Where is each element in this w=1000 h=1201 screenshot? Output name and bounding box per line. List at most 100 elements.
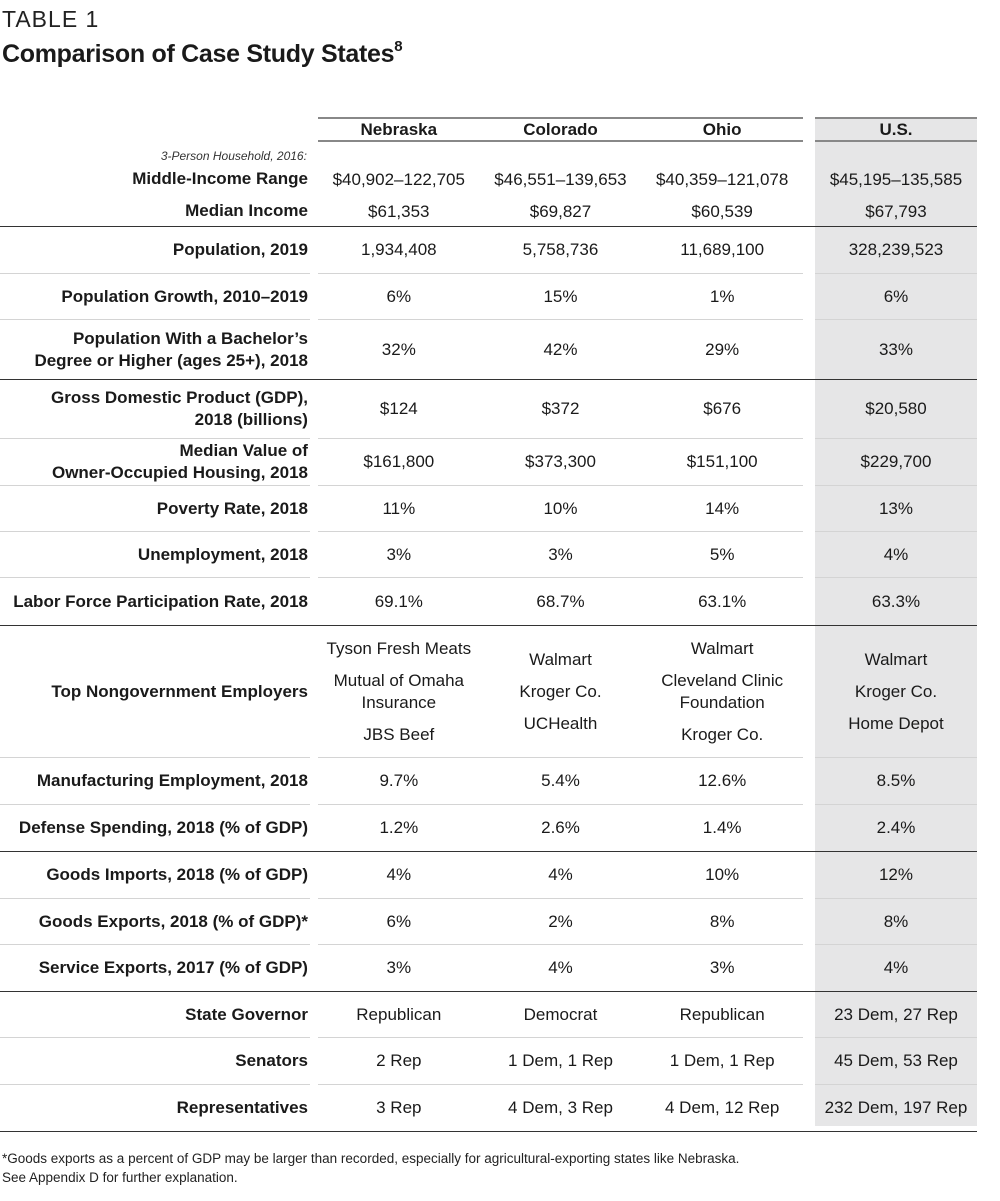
cell-us: 4% [815,532,977,578]
table-title: Comparison of Case Study States8 [2,38,403,69]
employer-name: Kroger Co. [681,724,764,744]
cell-ohio: 1% [641,274,803,320]
cell-us: 8% [815,899,977,945]
cell-value: $69,827 [529,202,592,221]
table-row: Representatives 3 Rep 4 Dem, 3 Rep 4 Dem, 1… [0,1085,977,1132]
row-label: Service Exports, 2017 (% of GDP) [0,945,310,991]
cell-ohio: $676 [641,380,803,439]
row-label-line: Degree or Higher (ages 25+), 2018 [34,350,308,370]
cell-us: 232 Dem, 197 Rep [824,1098,968,1117]
row-label: Population, 2019 [0,227,310,274]
row-label-line: Representatives [176,1098,308,1117]
row-label: Goods Exports, 2018 (% of GDP)* [0,899,310,945]
employer-name: Cleveland Clinic Foundation [661,670,784,712]
cell-us: 33% [878,339,913,359]
cell-ohio: 3% [709,958,735,977]
row-label: Population Growth, 2010–2019 [0,274,310,320]
employer-name: Walmart [529,649,592,669]
row-label-line: 2018 (billions) [194,410,308,429]
cell-colorado: 42% [543,339,578,359]
table-row: Service Exports, 2017 (% of GDP) 3% 4% 3% 4% [0,945,977,992]
row-label-line: Median Value of [179,441,308,460]
col-header-ohio: Ohio [641,117,803,142]
table-row: Goods Exports, 2018 (% of GDP)* 6% 2% 8% 8% [0,899,977,945]
cell-nebraska: 6% [317,274,480,320]
cell-ohio: $151,100 [641,439,803,486]
table-row: Goods Imports, 2018 (% of GDP) 4% 4% 10% 12% [0,852,977,899]
row-label: Top Nongovernment Employers [0,626,310,758]
cell-nebraska: 9.7% [317,758,480,805]
header-label-spacer [0,117,310,142]
table-row: Unemployment, 2018 3% 3% 5% 4% [0,532,977,578]
cell-nebraska: Tyson Fresh Meats Mutual of Omaha Insuran… [317,626,480,758]
table-number: TABLE 1 [2,6,100,32]
cell-value: $46,551–139,653 [494,170,627,189]
cell-nebraska: 32% [381,339,416,359]
cell-colorado: Walmart Kroger Co. UCHealth [479,626,642,758]
income-values: $40,902–122,705 $61,353 $46,551–139,653 $69… [318,142,977,226]
row-label-line: Population Growth, 2010–2019 [61,286,308,306]
employer-name: Home Depot [848,713,944,733]
cell-nebraska: 1,934,408 [317,227,480,274]
row-label: Labor Force Participation Rate, 2018 [0,578,310,625]
cell-nebraska: 4% [317,852,480,899]
row-label: Senators [0,1038,310,1085]
row-label-line: Labor Force Participation Rate, 2018 [13,591,308,611]
cell-ohio: 12.6% [641,758,803,805]
footnote-ref: 8 [394,38,403,55]
cell-colorado: 68.7% [536,591,585,611]
cell-colorado: 3% [479,532,642,578]
cell-us: 6% [815,274,977,320]
cell-ohio: Walmart Cleveland Clinic Foundation Kroger… [641,626,803,758]
income-block: 3-Person Household, 2016: Middle-Income … [0,142,977,227]
cell-ohio: 10% [641,852,803,899]
table-row: Median Value of Owner-Occupied Housing, 2… [0,439,977,486]
cell-ohio: 4 Dem, 12 Rep [664,1098,780,1117]
row-label: Median Income [185,201,308,220]
cell-nebraska: $124 [317,380,480,439]
table-row: Poverty Rate, 2018 11% 10% 14% 13% [0,486,977,532]
cell-colorado: 1 Dem, 1 Rep [479,1038,642,1085]
row-label: Goods Imports, 2018 (% of GDP) [0,852,310,899]
income-cell: $46,551–139,653 $69,827 [480,142,642,226]
cell-nebraska: 1.2% [379,818,419,837]
cell-nebraska: 11% [317,486,480,532]
footnote: *Goods exports as a percent of GDP may b… [2,1149,739,1187]
employer-name: UCHealth [523,713,598,733]
row-label: Manufacturing Employment, 2018 [0,758,310,805]
col-header-nebraska: Nebraska [317,117,480,142]
cell-nebraska: $161,800 [317,439,480,486]
row-label-line: Population, 2019 [172,240,308,259]
income-cell: $40,359–121,078 $60,539 [641,142,803,226]
cell-colorado: 4% [479,852,642,899]
income-note: 3-Person Household, 2016: [160,149,307,163]
cell-us: 23 Dem, 27 Rep [815,992,977,1038]
table-row: Manufacturing Employment, 2018 9.7% 5.4% 12… [0,758,977,805]
table-row: Defense Spending, 2018 (% of GDP) 1.2% 2.6… [0,805,977,852]
table-row: Population With a Bachelor’s Degree or Hi… [0,320,977,380]
cell-nebraska: Republican [317,992,480,1038]
comparison-table: Nebraska Colorado Ohio U.S. 3-Person Hou… [0,117,977,1132]
cell-us: 13% [815,486,977,532]
table-body: Population, 2019 1,934,408 5,758,736 11,689… [0,227,977,1132]
employer-name: Kroger Co. [519,681,602,701]
employer-name: Mutual of Omaha Insurance [333,670,465,712]
row-label: Population With a Bachelor’s Degree or Hi… [0,320,310,379]
income-cell: $40,902–122,705 $61,353 [318,142,480,226]
row-label: State Governor [0,992,310,1038]
cell-value: $40,902–122,705 [332,170,465,189]
cell-nebraska: 69.1% [374,591,423,611]
cell-ohio: 5% [641,532,803,578]
cell-value: $45,195–135,585 [829,170,963,189]
us-column-background [815,117,977,1126]
cell-colorado: Democrat [479,992,642,1038]
employer-name: JBS Beef [363,724,435,744]
table-row: Population Growth, 2010–2019 6% 15% 1% 6% [0,274,977,320]
employer-name: Tyson Fresh Meats [326,638,472,658]
row-label-line: Goods Imports, 2018 (% of GDP) [46,865,308,884]
row-label-line: Poverty Rate, 2018 [156,498,308,518]
cell-ohio: 11,689,100 [641,227,803,274]
row-label-line: Top Nongovernment Employers [51,681,308,701]
cell-ohio: Republican [641,992,803,1038]
cell-ohio: 14% [641,486,803,532]
